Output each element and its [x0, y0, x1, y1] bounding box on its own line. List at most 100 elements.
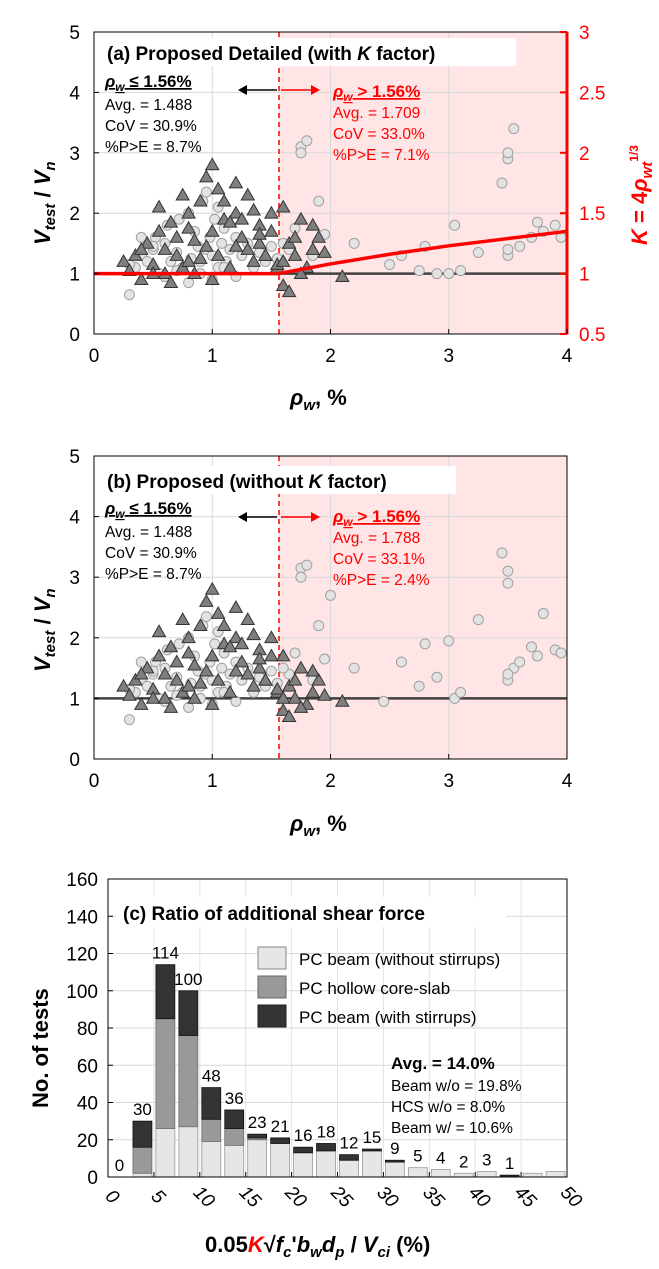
- panel-b-point-triangle: [222, 684, 238, 698]
- panel-b-xtick-label: 3: [443, 771, 454, 792]
- panel-c-ytick-label: 60: [77, 1056, 98, 1077]
- panel-a-point-triangle: [169, 247, 185, 261]
- panel-b-point-triangle: [133, 696, 149, 710]
- panel-b-xtick-label: 4: [562, 771, 573, 792]
- panel-b-point-triangle: [181, 678, 196, 692]
- panel-b-right-avg: Avg. = 1.788: [333, 530, 420, 547]
- panel-b-point-circle: [496, 547, 508, 559]
- panel-b-point-triangle: [275, 648, 291, 662]
- panel-a-point-triangle: [204, 223, 220, 237]
- histogram-count-label: 9: [390, 1139, 399, 1158]
- panel-a-point-triangle: [240, 187, 256, 201]
- panel-a-ytick-label: 0: [69, 325, 80, 346]
- panel-a-point-circle: [508, 123, 520, 135]
- panel-b-point-triangle: [246, 678, 261, 692]
- panel-c-title: (c) Ratio of additional shear force: [123, 904, 425, 925]
- panel-b-point-circle: [472, 614, 484, 626]
- panel-b-left-header: ρw ≤ 1.56%: [104, 499, 192, 521]
- panel-a-point-circle: [502, 147, 514, 159]
- panel-a-point-circle: [216, 237, 228, 249]
- panel-a-title: (a) Proposed Detailed (with K factor): [107, 44, 435, 65]
- panel-b-point-triangle: [252, 651, 267, 665]
- panel-a-shaded-region: [279, 32, 567, 334]
- panel-a-point-circle: [265, 240, 277, 252]
- panel-a-y2tick-label: 1.5: [579, 204, 605, 225]
- legend-swatch-pc-beam-with: [257, 1004, 287, 1028]
- panel-b-left-arrowhead: [238, 512, 247, 522]
- panel-c-ytick-label: 140: [66, 907, 98, 928]
- histogram-count-label: 21: [271, 1117, 290, 1136]
- panel-b-point-triangle: [258, 672, 273, 686]
- legend-label-pc-hollow-core: PC hollow core-slab: [299, 979, 450, 998]
- panel-a-ylabel: Vtest / Vn: [30, 161, 59, 245]
- panel-a-point-triangle: [204, 272, 220, 286]
- panel-b-right-header: ρw > 1.56%: [332, 507, 420, 529]
- panel-a-right-avg: Avg. = 1.709: [333, 105, 420, 122]
- panel-a-point-triangle: [246, 202, 261, 216]
- histogram-bar-segment: [522, 1172, 543, 1178]
- histogram-count-label: 4: [436, 1149, 445, 1168]
- histogram-bar-segment: [339, 1159, 359, 1178]
- histogram-count-label: 18: [317, 1122, 336, 1141]
- histogram-count-label: 48: [202, 1067, 221, 1086]
- k-factor-curve: [94, 229, 568, 276]
- panel-a-point-triangle: [222, 214, 238, 228]
- panel-b-point-circle: [502, 565, 514, 577]
- panel-b-point-triangle: [305, 663, 321, 677]
- histogram-bar-segment: [362, 1148, 382, 1152]
- panel-b-left-pe: %P>E = 8.7%: [105, 566, 202, 583]
- histogram-bar-segment: [224, 1144, 245, 1178]
- panel-a-point-triangle: [311, 229, 327, 243]
- panel-c-xtick-label: 40: [464, 1182, 494, 1212]
- panel-b-ytick-label: 2: [69, 629, 80, 650]
- panel-a-point-circle: [313, 195, 325, 207]
- panel-b-point-triangle: [204, 648, 220, 662]
- histogram-count-label: 100: [174, 970, 202, 989]
- panel-b-point-circle: [313, 620, 325, 632]
- panel-a-y2tick-label: 2: [579, 144, 590, 165]
- panel-b-point-triangle: [252, 660, 267, 674]
- panel-b-ylabel: Vtest / Vn: [30, 588, 59, 672]
- panel-b-point-triangle: [305, 684, 321, 698]
- panel-a-point-circle: [443, 268, 455, 280]
- histogram-count-label: 114: [152, 944, 179, 963]
- panel-b-point-triangle: [234, 636, 250, 650]
- panel-b-right-arrowhead: [311, 512, 320, 522]
- panel-b-point-triangle: [122, 687, 137, 701]
- histogram-bar-segment: [270, 1143, 290, 1178]
- panel-b-point-circle: [443, 635, 455, 647]
- histogram-bar-segment: [430, 1169, 451, 1178]
- panel-c-ylabel: No. of tests: [28, 988, 53, 1108]
- panel-b-point-circle: [325, 589, 336, 601]
- panel-a-point-triangle: [151, 199, 167, 213]
- panel-a-left-cov: CoV = 30.9%: [105, 118, 197, 135]
- histogram-count-label: 30: [133, 1100, 152, 1119]
- panel-a-point-triangle: [293, 211, 309, 225]
- histogram-count-label: 15: [362, 1128, 381, 1147]
- panel-b-point-triangle: [228, 599, 244, 613]
- panel-a-point-circle: [123, 289, 135, 301]
- panel-a-point-triangle: [317, 244, 332, 258]
- panel-b-point-circle: [319, 653, 331, 665]
- panel-a-xlabel: ρw, %: [289, 385, 347, 414]
- panel-a-point-triangle: [275, 199, 291, 213]
- panel-a-point-circle: [200, 186, 212, 198]
- panel-a-point-triangle: [228, 205, 244, 219]
- histogram-bar-segment: [132, 1146, 153, 1174]
- histogram-bar-segment: [316, 1150, 336, 1178]
- histogram-count-label: 36: [225, 1089, 244, 1108]
- panel-b-point-triangle: [157, 690, 173, 704]
- panel-a-point-circle: [384, 259, 396, 271]
- panel-a-point-triangle: [133, 241, 149, 255]
- panel-a-title-box: [100, 38, 516, 66]
- panel-b-point-circle: [395, 656, 407, 668]
- panel-a-point-triangle: [116, 254, 131, 267]
- panel-a-point-circle: [209, 213, 221, 225]
- histogram-count-label: 16: [294, 1126, 313, 1145]
- panel-b-point-circle: [200, 611, 212, 623]
- panel-c-xlabel: 0.05K√fc'bwdp / Vci (%): [205, 1232, 430, 1261]
- panel-a-point-circle: [431, 268, 443, 280]
- panel-b-point-triangle: [287, 672, 303, 686]
- histogram-count-label: 5: [413, 1147, 422, 1166]
